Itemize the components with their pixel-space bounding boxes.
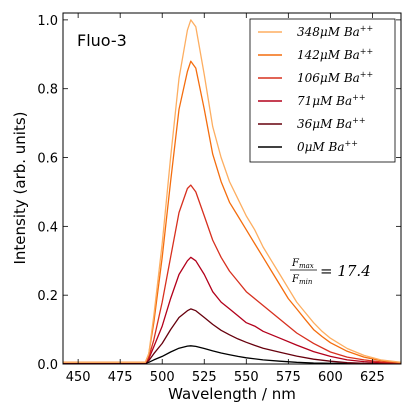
x-tick-label: 525: [192, 370, 217, 385]
x-tick-label: 550: [234, 370, 259, 385]
x-tick-label: 500: [150, 370, 175, 385]
y-tick-label: 1.0: [37, 14, 58, 29]
ratio-numerator-sub: max: [299, 262, 314, 270]
y-tick-label: 0.6: [37, 152, 58, 167]
legend-label-2: 106μM Ba++: [297, 70, 373, 85]
y-axis-label: Intensity (arb. units): [11, 111, 29, 264]
series-line-0: [63, 19, 402, 363]
series-line-5: [63, 345, 402, 365]
series-line-1: [63, 60, 402, 364]
x-tick-label: 600: [318, 370, 343, 385]
axis-ticks: 450 475 500 525 550 575 600 625 0.0 0.2 0.4 0.6 0.8 1…: [37, 13, 401, 385]
x-tick-label: 625: [360, 370, 385, 385]
x-tick-label: 475: [108, 370, 133, 385]
svg-text:Fmax: Fmax: [291, 258, 314, 270]
ratio-value: = 17.4: [320, 262, 371, 280]
x-tick-label: 575: [276, 370, 301, 385]
y-tick-label: 0.2: [37, 289, 58, 304]
legend-label-5: 0μM Ba++: [297, 139, 358, 154]
series-line-3: [63, 256, 402, 364]
series-line-2: [63, 184, 402, 364]
spectra-curves: [63, 19, 402, 365]
ratio-denominator-sub: min: [299, 278, 313, 286]
y-tick-label: 0.4: [37, 220, 58, 235]
legend: 348μM Ba++ 142μM Ba++ 106μM Ba++ 71μM Ba++ 3…: [249, 18, 396, 163]
x-tick-label: 450: [66, 370, 91, 385]
legend-label-3: 71μM Ba++: [297, 93, 366, 108]
legend-label-0: 348μM Ba++: [297, 24, 373, 39]
ratio-annotation: Fmax Fmin = 17.4: [290, 258, 371, 286]
y-tick-label: 0.0: [37, 358, 58, 373]
y-tick-label: 0.8: [37, 83, 58, 98]
series-line-4: [63, 308, 402, 365]
plot-frame: [62, 12, 402, 365]
chart-title: Fluo-3: [77, 31, 127, 50]
legend-label-4: 36μM Ba++: [297, 116, 366, 131]
svg-text:Fmin: Fmin: [291, 274, 313, 286]
ratio-numerator: F: [291, 258, 300, 269]
legend-box: [249, 18, 396, 163]
x-axis-label: Wavelength / nm: [168, 385, 296, 403]
ratio-denominator: F: [291, 274, 300, 285]
legend-label-1: 142μM Ba++: [297, 47, 373, 62]
